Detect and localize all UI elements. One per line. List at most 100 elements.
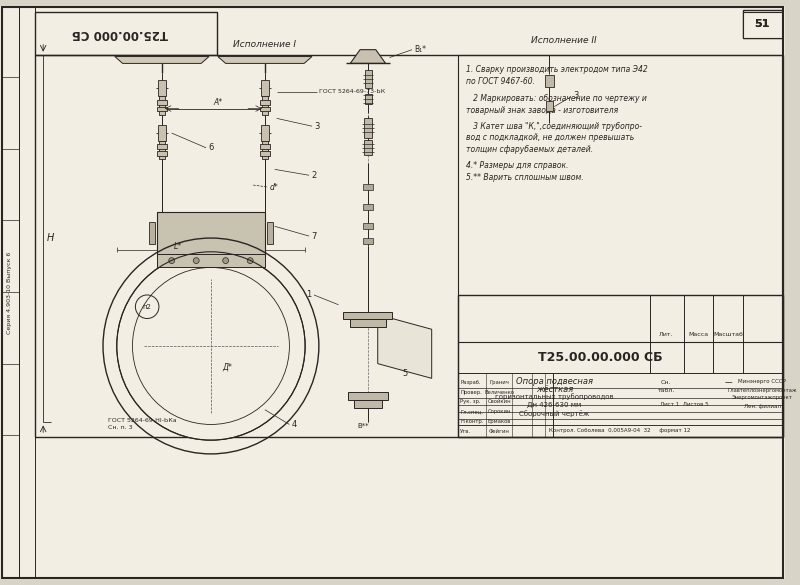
Bar bbox=[458, 295, 783, 437]
Text: 5.** Варить сплошным швом.: 5.** Варить сплошным швом. bbox=[466, 173, 584, 182]
Text: Дн 426-630 мм: Дн 426-630 мм bbox=[527, 402, 582, 408]
Bar bbox=[260, 151, 270, 156]
Text: Лит.: Лит. bbox=[659, 332, 674, 337]
Text: Гл.спец.: Гл.спец. bbox=[460, 409, 483, 414]
Bar bbox=[742, 12, 782, 38]
Text: Свойкин: Свойкин bbox=[487, 400, 511, 404]
Bar bbox=[157, 99, 166, 105]
Text: 6: 6 bbox=[208, 143, 214, 152]
Bar bbox=[365, 70, 372, 88]
Text: Н.контр.: Н.контр. bbox=[460, 419, 483, 424]
Bar bbox=[149, 222, 155, 244]
Text: 51: 51 bbox=[754, 19, 770, 29]
Bar bbox=[546, 101, 554, 111]
Circle shape bbox=[194, 257, 199, 264]
Bar bbox=[350, 319, 386, 328]
Text: Исполнение II: Исполнение II bbox=[531, 36, 597, 46]
Text: 2: 2 bbox=[311, 171, 316, 180]
Circle shape bbox=[222, 257, 229, 264]
Text: Гранич: Гранич bbox=[490, 380, 510, 385]
Bar bbox=[157, 151, 166, 156]
Text: Серия 4.903-10 Выпуск 6: Серия 4.903-10 Выпуск 6 bbox=[7, 252, 12, 334]
Text: 1: 1 bbox=[306, 291, 311, 300]
Text: Т25.00.000 СБ: Т25.00.000 СБ bbox=[71, 27, 168, 40]
Bar bbox=[35, 54, 783, 437]
Text: d*: d* bbox=[270, 183, 278, 191]
Text: 3: 3 bbox=[573, 91, 578, 100]
Bar bbox=[158, 125, 166, 141]
Bar bbox=[35, 12, 217, 54]
Circle shape bbox=[247, 257, 253, 264]
Text: Сн.: Сн. bbox=[661, 380, 671, 385]
Text: В**: В** bbox=[358, 424, 369, 429]
Bar bbox=[157, 254, 265, 267]
Text: Энергомонтажпроект: Энергомонтажпроект bbox=[732, 395, 793, 401]
Text: 1. Сварку производить электродом типа Э42: 1. Сварку производить электродом типа Э4… bbox=[466, 65, 648, 74]
Text: Величенко: Величенко bbox=[484, 390, 514, 395]
Bar bbox=[343, 312, 393, 319]
Circle shape bbox=[103, 238, 319, 454]
Circle shape bbox=[117, 252, 305, 440]
Polygon shape bbox=[350, 50, 386, 63]
Text: 3: 3 bbox=[314, 122, 319, 130]
Text: Сорокин: Сорокин bbox=[488, 409, 511, 414]
Text: горизонтальных трубопроводов: горизонтальных трубопроводов bbox=[495, 394, 614, 400]
Bar bbox=[363, 223, 373, 229]
Text: ГОСТ 5264-69-НI-ЬКа: ГОСТ 5264-69-НI-ЬКа bbox=[108, 418, 177, 423]
Bar bbox=[364, 140, 372, 154]
Bar bbox=[158, 80, 166, 96]
Text: Д*: Д* bbox=[222, 363, 233, 372]
Text: Ермаков: Ермаков bbox=[488, 419, 511, 424]
Bar bbox=[363, 238, 373, 244]
Bar bbox=[364, 118, 372, 138]
Bar bbox=[159, 141, 165, 159]
Text: Лен. филиал: Лен. филиал bbox=[744, 404, 781, 409]
Text: по ГОСТ 9467-60.: по ГОСТ 9467-60. bbox=[466, 77, 535, 85]
Bar bbox=[2, 8, 18, 577]
Text: Разраб.: Разраб. bbox=[460, 380, 481, 385]
Text: А*: А* bbox=[214, 98, 222, 107]
Bar bbox=[458, 54, 782, 437]
Polygon shape bbox=[218, 57, 312, 63]
Text: товарный знак завода - изготовителя: товарный знак завода - изготовителя bbox=[466, 106, 618, 115]
Text: H: H bbox=[47, 233, 54, 243]
Text: Провер.: Провер. bbox=[460, 390, 482, 395]
Text: Сборочный чертёж: Сборочный чертёж bbox=[519, 410, 590, 417]
Text: 7: 7 bbox=[311, 232, 316, 240]
Text: 51: 51 bbox=[754, 19, 770, 29]
Text: жёсткая: жёсткая bbox=[536, 385, 573, 394]
Text: 2 Маркировать: обозначение по чертежу и: 2 Маркировать: обозначение по чертежу и bbox=[466, 94, 647, 103]
Bar bbox=[157, 106, 166, 112]
Polygon shape bbox=[114, 57, 209, 63]
Text: Масса: Масса bbox=[689, 332, 709, 337]
Bar bbox=[354, 400, 382, 408]
Text: Фейгин: Фейгин bbox=[489, 429, 510, 434]
Bar bbox=[261, 125, 269, 141]
Text: 3 Катет шва "К,",соединяющий трубопро-: 3 Катет шва "К,",соединяющий трубопро- bbox=[466, 122, 642, 130]
Circle shape bbox=[169, 257, 174, 264]
Text: Масштаб: Масштаб bbox=[713, 332, 743, 337]
Text: В₁*: В₁* bbox=[414, 45, 426, 54]
Text: п2: п2 bbox=[142, 304, 152, 309]
Bar bbox=[365, 94, 372, 104]
Bar bbox=[261, 80, 269, 96]
Bar bbox=[260, 106, 270, 112]
Bar bbox=[262, 141, 268, 159]
Bar bbox=[18, 8, 35, 577]
Text: L*: L* bbox=[174, 242, 182, 252]
Text: табл.: табл. bbox=[658, 388, 675, 393]
Text: Утв.: Утв. bbox=[460, 429, 471, 434]
Text: Лист 1  Листов 5: Лист 1 Листов 5 bbox=[659, 402, 708, 407]
Text: толщин сфарубаемых деталей.: толщин сфарубаемых деталей. bbox=[466, 145, 593, 154]
Text: Исполнение I: Исполнение I bbox=[234, 40, 297, 49]
Bar bbox=[157, 212, 265, 256]
Text: Опора подвесная: Опора подвесная bbox=[516, 377, 593, 386]
Text: вод с подкладкой, не должен превышать: вод с подкладкой, не должен превышать bbox=[466, 133, 634, 143]
Text: Главтеплоэнергомонтаж: Главтеплоэнергомонтаж bbox=[727, 388, 797, 393]
Text: 5: 5 bbox=[402, 369, 408, 378]
Text: Сн. п. 3: Сн. п. 3 bbox=[108, 425, 133, 430]
Bar bbox=[267, 222, 273, 244]
Bar bbox=[363, 184, 373, 190]
Bar bbox=[348, 392, 387, 400]
Bar bbox=[260, 99, 270, 105]
